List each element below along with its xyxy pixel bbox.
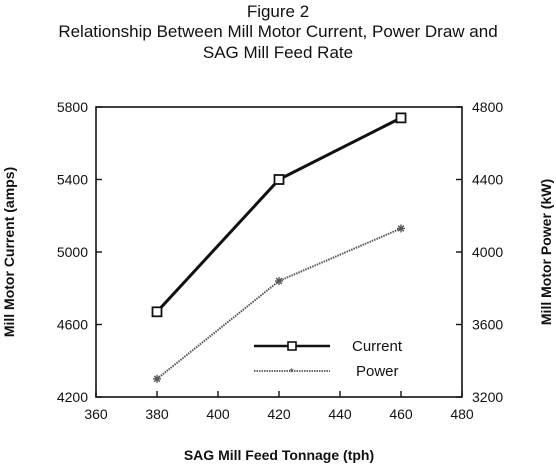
x-tick-label: 360 <box>84 406 108 422</box>
right-y-tick-label: 3200 <box>472 389 503 405</box>
legend: Current * Power <box>254 338 403 380</box>
x-tick-label: 420 <box>267 406 291 422</box>
x-tick-label: 440 <box>328 406 352 422</box>
legend-power-marker: * <box>289 367 294 378</box>
left-y-tick-label: 4600 <box>57 317 88 333</box>
legend-current-marker <box>287 341 297 351</box>
left-y-tick-label: 5400 <box>57 172 88 188</box>
right-y-axis-ticks: 3200 3600 4000 4400 4800 <box>456 99 503 405</box>
right-y-axis-label: Mill Motor Power (kW) <box>538 179 554 325</box>
chart-title-line-1: Relationship Between Mill Motor Current,… <box>58 22 498 41</box>
right-y-tick-label: 3600 <box>472 317 503 333</box>
x-axis-ticks: 360 380 400 420 440 460 480 <box>84 391 474 422</box>
x-axis-label: SAG Mill Feed Tonnage (tph) <box>184 447 374 463</box>
x-tick-label: 380 <box>145 406 169 422</box>
power-data-point <box>275 277 283 285</box>
current-data-point <box>151 306 163 318</box>
left-y-tick-label: 4200 <box>57 389 88 405</box>
chart-title-line-2: SAG Mill Feed Rate <box>202 43 354 62</box>
current-data-point <box>273 174 285 185</box>
left-y-tick-label: 5000 <box>57 244 88 260</box>
legend-power-label: Power <box>356 363 399 380</box>
current-data-point <box>395 112 407 124</box>
left-y-axis-ticks: 4200 4600 5000 5400 5800 <box>57 99 102 405</box>
power-data-point <box>397 224 405 233</box>
legend-current-label: Current <box>352 338 403 355</box>
x-tick-label: 460 <box>389 406 413 422</box>
series-layer <box>151 112 407 383</box>
x-tick-label: 400 <box>206 406 230 422</box>
power-series-line <box>156 227 402 380</box>
figure-label: Figure 2 <box>246 2 310 21</box>
power-data-point <box>153 374 161 383</box>
right-y-tick-label: 4400 <box>472 172 503 188</box>
right-y-tick-label: 4800 <box>472 99 503 115</box>
left-y-tick-label: 5800 <box>57 99 88 115</box>
x-tick-label: 480 <box>450 406 474 422</box>
right-y-tick-label: 4000 <box>472 244 503 260</box>
left-y-axis-label: Mill Motor Current (amps) <box>1 167 17 337</box>
plot-frame <box>95 106 463 398</box>
